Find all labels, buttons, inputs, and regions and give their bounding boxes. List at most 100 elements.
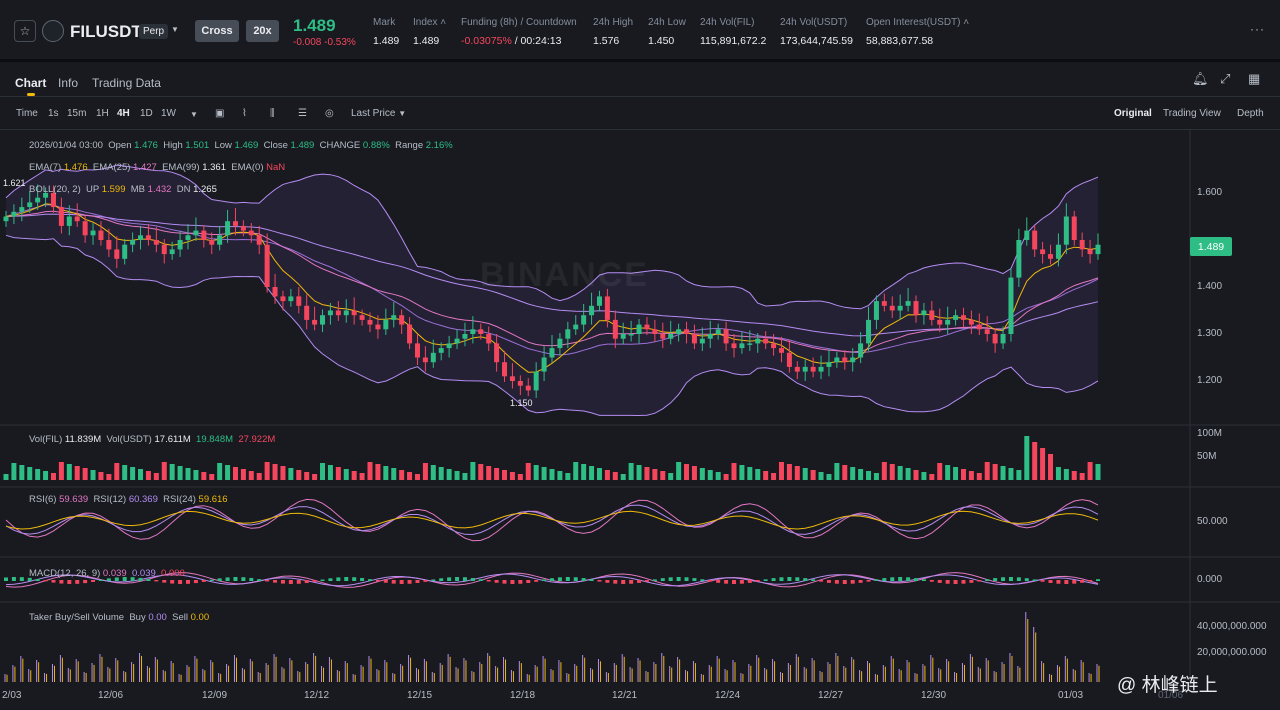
candle-body <box>715 329 721 334</box>
volume-bar <box>153 473 159 480</box>
date-label: 12/15 <box>407 690 433 701</box>
volume-bar <box>232 467 238 480</box>
interval-15m[interactable]: 15m <box>67 108 87 119</box>
macd-histogram-bar <box>977 580 982 582</box>
candle-type-icon[interactable]: ⫼ <box>270 108 275 119</box>
date-label: 2/03 <box>2 690 22 701</box>
macd-histogram-bar <box>130 577 135 581</box>
volume-bar <box>1079 473 1085 480</box>
view-depth[interactable]: Depth <box>1237 108 1264 119</box>
candle-body <box>82 221 88 236</box>
tab-trading-data[interactable]: Trading Data <box>92 76 161 90</box>
settings-icon[interactable]: ☰ <box>298 108 307 119</box>
volume-bar <box>43 471 49 480</box>
candle-body <box>929 310 935 320</box>
high-marker: 1.621 <box>3 178 26 188</box>
ticker-header: ☆ FILUSDT Perp ▼ Cross 20x 1.489 -0.008 … <box>0 0 1280 60</box>
macd-histogram-bar <box>1048 580 1053 583</box>
macd-histogram-bar <box>866 580 871 582</box>
drawing-icon[interactable]: ◎ <box>325 108 334 119</box>
calendar-icon[interactable]: ▣ <box>215 108 225 119</box>
macd-histogram-bar <box>700 579 705 581</box>
macd-histogram-bar <box>43 580 48 582</box>
volume-bar <box>755 469 761 480</box>
margin-mode-button[interactable]: Cross <box>195 20 239 42</box>
leverage-button[interactable]: 20x <box>246 20 279 42</box>
candle-body <box>50 193 56 208</box>
candle-body <box>177 240 183 250</box>
macd-histogram-bar <box>581 578 586 581</box>
candle-body <box>98 230 104 240</box>
volume-axis-label: 100M <box>1197 428 1223 439</box>
more-icon[interactable]: ··· <box>1250 22 1265 36</box>
interval-1d[interactable]: 1D <box>140 108 153 119</box>
candle-body <box>889 305 895 311</box>
stat-mark: Mark 1.489 <box>373 17 400 47</box>
macd-histogram-bar <box>304 580 309 584</box>
price-axis-label: 1.300 <box>1197 328 1223 339</box>
volume-bar <box>27 467 33 480</box>
tab-info[interactable]: Info <box>58 76 79 90</box>
macd-histogram-bar <box>708 580 713 582</box>
macd-histogram-bar <box>803 578 808 581</box>
interval-1h[interactable]: 1H <box>96 108 109 119</box>
view-trading-view[interactable]: Trading View <box>1163 108 1221 119</box>
interval-1w[interactable]: 1W <box>161 108 176 119</box>
volume-bar <box>771 473 777 480</box>
macd-histogram-bar <box>637 580 642 583</box>
macd-histogram-bar <box>676 577 681 581</box>
macd-histogram-bar <box>288 580 293 584</box>
macd-histogram-bar <box>320 579 325 581</box>
volume-bar <box>130 467 136 480</box>
candle-body <box>225 221 231 236</box>
macd-histogram-bar <box>534 580 539 582</box>
price-type-select[interactable]: Last Price ▼ <box>351 108 407 119</box>
interval-dropdown-icon[interactable]: ▼ <box>190 110 198 119</box>
macd-axis-label: 0.000 <box>1197 574 1223 585</box>
candle-body <box>486 334 492 344</box>
symbol-dropdown-icon[interactable]: ▼ <box>171 25 179 34</box>
candle-body <box>937 319 943 325</box>
date-label: 12/21 <box>612 690 638 701</box>
view-original[interactable]: Original <box>1114 108 1152 119</box>
volume-bar <box>122 465 128 480</box>
macd-histogram-bar <box>265 580 270 582</box>
favorite-star-icon[interactable]: ☆ <box>14 20 36 42</box>
candle-body <box>320 315 326 325</box>
candle-body <box>454 338 460 344</box>
interval-4h[interactable]: 4H <box>117 108 130 119</box>
candle-body <box>557 338 563 349</box>
macd-histogram-bar <box>1056 580 1061 584</box>
macd-histogram-bar <box>716 580 721 583</box>
volume-bar <box>422 463 428 480</box>
candle-body <box>589 305 595 316</box>
alert-bell-icon[interactable]: 🔔︎ <box>1192 71 1209 86</box>
symbol-name[interactable]: FILUSDT <box>70 22 142 41</box>
macd-histogram-bar <box>462 577 467 581</box>
current-price-tag: 1.489 <box>1190 237 1232 256</box>
tab-chart-indicator <box>27 93 35 96</box>
layout-grid-icon[interactable]: ▦ <box>1248 71 1261 86</box>
fullscreen-icon[interactable]: ⤢ <box>1220 71 1231 86</box>
volume-bar <box>921 472 927 480</box>
macd-histogram-bar <box>1040 580 1045 582</box>
macd-histogram-bar <box>19 577 24 581</box>
candle-body <box>755 338 761 344</box>
volume-bar <box>668 473 674 480</box>
interval-time[interactable]: Time <box>16 108 38 119</box>
interval-1s[interactable]: 1s <box>48 108 59 119</box>
macd-histogram-bar <box>985 579 990 581</box>
volume-bar <box>462 473 468 480</box>
candle-body <box>676 329 682 334</box>
candle-body <box>596 296 602 306</box>
candle-body <box>153 240 159 245</box>
stat-open-interest: Open Interest(USDT) ˄ 58,883,677.58 <box>866 17 970 47</box>
volume-bar <box>676 462 682 480</box>
volume-bar <box>747 467 753 480</box>
volume-bar <box>557 471 563 480</box>
tab-chart[interactable]: Chart <box>15 76 47 90</box>
chart-canvas[interactable] <box>0 130 1280 690</box>
indicators-icon[interactable]: ⌇ <box>242 108 247 119</box>
volume-bar <box>1008 468 1014 480</box>
volume-bar <box>842 465 848 480</box>
